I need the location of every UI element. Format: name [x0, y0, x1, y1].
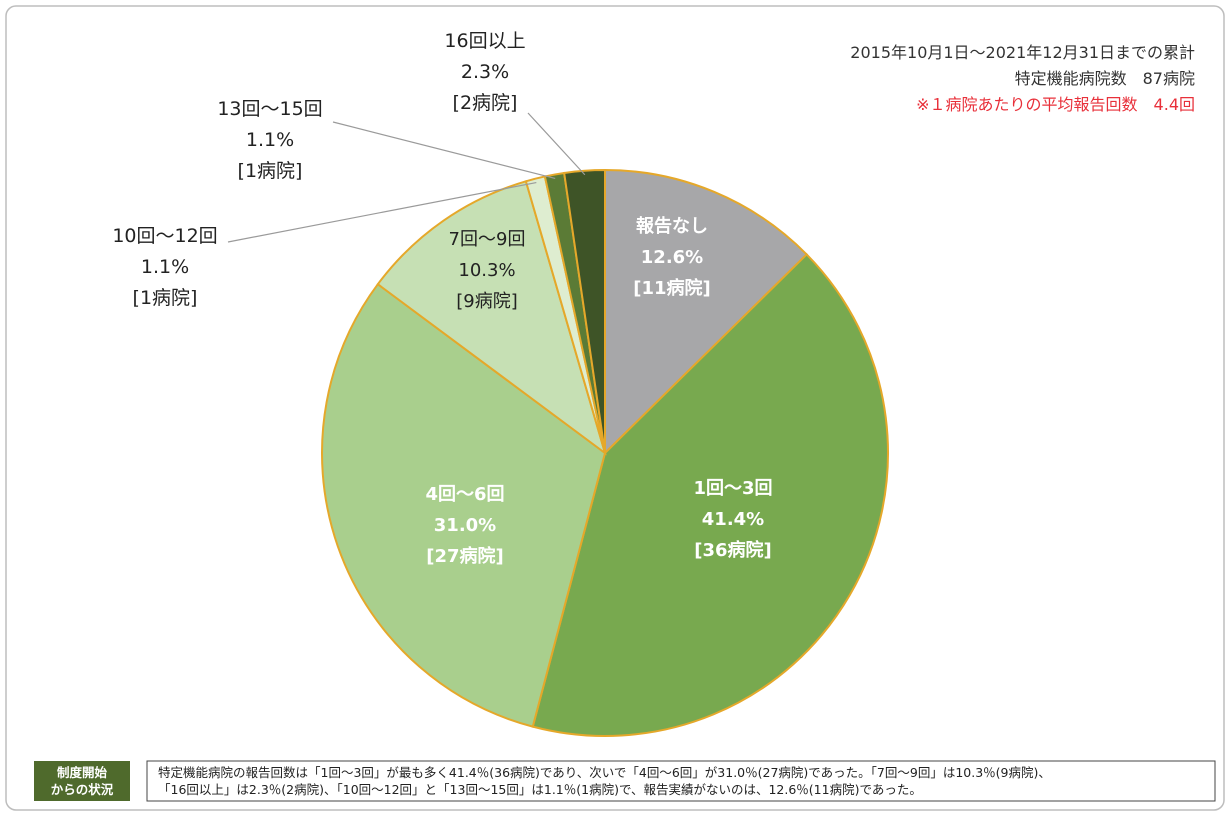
slice-value: 1.1% [141, 256, 189, 278]
leader-line [332, 121, 556, 180]
slice-count: [36病院] [694, 539, 772, 561]
slice-value: 12.6% [641, 247, 703, 268]
note-badge [34, 761, 130, 801]
slice-count: [11病院] [633, 277, 711, 299]
slice-count: [27病院] [426, 545, 504, 567]
slice-count: [9病院] [456, 291, 518, 312]
note-box [146, 760, 1216, 802]
slice-count: [2病院] [453, 92, 518, 114]
note-badge-text: 制度開始 [57, 765, 108, 780]
slice-category: 10回～12回 [112, 225, 217, 247]
slice-value: 1.1% [246, 129, 294, 151]
slice-category: 4回～6回 [425, 484, 504, 505]
note-text: 特定機能病院の報告回数は「1回～3回」が最も多く41.4％(36病院)であり、次… [158, 765, 1051, 780]
subtitle: 2015年10月1日～2021年12月31日までの累計 [850, 43, 1195, 62]
pie-slice [531, 253, 889, 737]
slice-category: 1回～3回 [693, 478, 772, 499]
note-badge-text: からの状況 [51, 782, 114, 797]
annotation: ※１病院あたりの平均報告回数 4.4回 [916, 95, 1195, 114]
slice-count: [1病院] [133, 287, 198, 309]
slice-count: [1病院] [238, 160, 303, 182]
leader-line [527, 112, 586, 176]
subtitle: 特定機能病院数 87病院 [1015, 69, 1195, 88]
pie-slice [604, 168, 809, 456]
slice-category: 報告なし [636, 215, 708, 237]
pie-slice [563, 168, 606, 454]
slice-category: 13回～15回 [217, 98, 322, 120]
slice-value: 31.0% [434, 515, 496, 536]
slice-category: 16回以上 [444, 30, 525, 52]
slice-category: 7回～9回 [449, 229, 526, 250]
slice-value: 41.4% [702, 509, 764, 530]
slice-value: 2.3% [461, 61, 509, 83]
pie-slice [321, 282, 607, 728]
pie-slice [376, 180, 607, 456]
note-text: 「16回以上」は2.3％(2病院)、「10回～12回」と「13回～15回」は1.… [158, 782, 922, 797]
leader-line [227, 181, 537, 243]
slice-value: 10.3% [458, 260, 515, 281]
